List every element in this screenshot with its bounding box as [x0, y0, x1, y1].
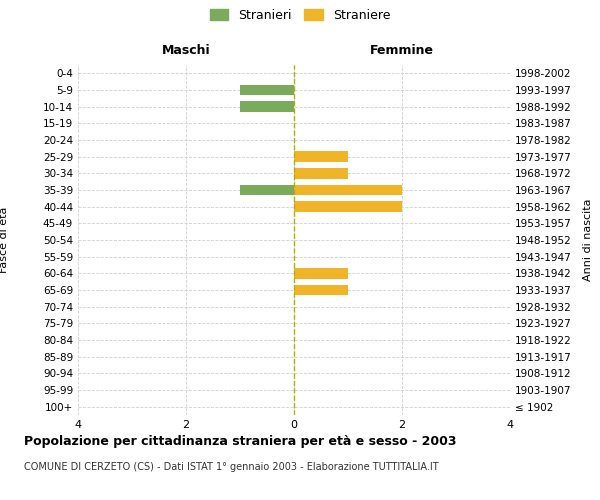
Legend: Stranieri, Straniere: Stranieri, Straniere: [209, 8, 391, 22]
Text: Anni di nascita: Anni di nascita: [583, 198, 593, 281]
Text: Popolazione per cittadinanza straniera per età e sesso - 2003: Popolazione per cittadinanza straniera p…: [24, 435, 457, 448]
Bar: [294, 168, 348, 179]
Text: COMUNE DI CERZETO (CS) - Dati ISTAT 1° gennaio 2003 - Elaborazione TUTTITALIA.IT: COMUNE DI CERZETO (CS) - Dati ISTAT 1° g…: [24, 462, 439, 472]
Y-axis label: Fasce di età: Fasce di età: [0, 207, 9, 273]
Text: Maschi: Maschi: [161, 44, 211, 58]
Bar: [240, 101, 294, 112]
Bar: [294, 184, 402, 196]
Bar: [294, 151, 348, 162]
Bar: [240, 184, 294, 196]
Bar: [294, 201, 402, 212]
Text: Femmine: Femmine: [370, 44, 434, 58]
Bar: [294, 284, 348, 296]
Bar: [240, 84, 294, 96]
Bar: [294, 268, 348, 279]
